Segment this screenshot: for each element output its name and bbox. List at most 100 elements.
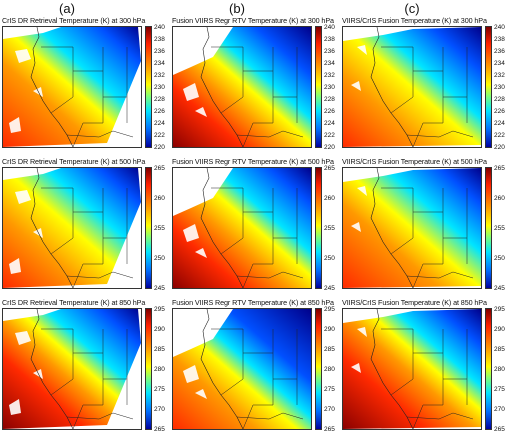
- map-panel-a2: CrIS DR Retrieval Temperature (K) at 500…: [2, 157, 167, 295]
- colorbar: [145, 26, 152, 148]
- colorbar-tick-label: 220: [324, 143, 335, 151]
- colorbar-tick-label: 275: [494, 385, 505, 393]
- colorbar-tick-label: 280: [494, 365, 505, 373]
- colorbar-tick-label: 232: [494, 71, 505, 79]
- colorbar-tick-label: 238: [494, 35, 505, 43]
- column-label-1: (a): [59, 1, 75, 16]
- temperature-map: [342, 308, 482, 430]
- colorbar-tick-label: 240: [324, 23, 335, 31]
- colorbar-tick-label: 236: [324, 47, 335, 55]
- colorbar-tick-label: 265: [324, 164, 335, 172]
- colorbar-tick-label: 250: [154, 254, 165, 262]
- temperature-map: [172, 308, 312, 430]
- temperature-map: [172, 26, 312, 148]
- colorbar-tick-label: 290: [494, 325, 505, 333]
- column-label-3: (c): [404, 1, 420, 16]
- colorbar-tick-label: 265: [324, 425, 335, 433]
- colorbar-tick-label: 238: [324, 35, 335, 43]
- colorbar-tick-label: 220: [494, 143, 505, 151]
- panel-title: Fusion VIIRS Regr RTV Temperature (K) at…: [172, 157, 334, 166]
- colorbar: [145, 308, 152, 430]
- colorbar-tick-label: 234: [154, 59, 165, 67]
- colorbar-tick-label: 270: [154, 405, 165, 413]
- colorbar-tick-label: 224: [324, 119, 335, 127]
- panel-title: CrIS DR Retrieval Temperature (K) at 500…: [2, 157, 146, 166]
- colorbar-tick-label: 250: [324, 254, 335, 262]
- colorbar-tick-label: 290: [154, 325, 165, 333]
- colorbar-tick-label: 226: [154, 107, 165, 115]
- colorbar-tick-label: 285: [324, 345, 335, 353]
- colorbar-tick-label: 236: [494, 47, 505, 55]
- colorbar-tick-label: 226: [494, 107, 505, 115]
- colorbar-tick-label: 260: [154, 194, 165, 202]
- colorbar-tick-label: 255: [154, 224, 165, 232]
- colorbar-tick-label: 228: [494, 95, 505, 103]
- colorbar-tick-label: 275: [324, 385, 335, 393]
- colorbar-tick-label: 222: [494, 131, 505, 139]
- colorbar-tick-label: 280: [154, 365, 165, 373]
- map-panel-a3: CrIS DR Retrieval Temperature (K) at 850…: [2, 298, 167, 436]
- colorbar-tick-label: 226: [324, 107, 335, 115]
- temperature-map: [172, 167, 312, 289]
- colorbar-tick-label: 245: [154, 284, 165, 292]
- colorbar-tick-label: 265: [494, 164, 505, 172]
- temperature-map: [342, 26, 482, 148]
- colorbar-tick-label: 224: [154, 119, 165, 127]
- temperature-map: [2, 26, 142, 148]
- colorbar-tick-label: 240: [154, 23, 165, 31]
- column-label-2: (b): [229, 1, 245, 16]
- colorbar-tick-label: 234: [324, 59, 335, 67]
- colorbar: [485, 167, 492, 289]
- panel-title: Fusion VIIRS Regr RTV Temperature (K) at…: [172, 298, 334, 307]
- colorbar: [315, 26, 322, 148]
- map-panel-c1: VIIRS/CrIS Fusion Temperature (K) at 300…: [342, 16, 507, 154]
- colorbar-tick-label: 285: [154, 345, 165, 353]
- colorbar-tick-label: 238: [154, 35, 165, 43]
- colorbar-tick-label: 220: [154, 143, 165, 151]
- colorbar-tick-label: 280: [324, 365, 335, 373]
- colorbar: [485, 308, 492, 430]
- colorbar-tick-label: 230: [494, 83, 505, 91]
- panel-title: CrIS DR Retrieval Temperature (K) at 300…: [2, 16, 146, 25]
- colorbar-tick-label: 224: [494, 119, 505, 127]
- panel-title: VIIRS/CrIS Fusion Temperature (K) at 500…: [342, 157, 487, 166]
- colorbar-tick-label: 245: [494, 284, 505, 292]
- colorbar-tick-label: 275: [154, 385, 165, 393]
- colorbar-tick-label: 295: [324, 305, 335, 313]
- colorbar-tick-label: 232: [324, 71, 335, 79]
- colorbar: [145, 167, 152, 289]
- colorbar-tick-label: 232: [154, 71, 165, 79]
- colorbar-tick-label: 265: [494, 425, 505, 433]
- panel-title: CrIS DR Retrieval Temperature (K) at 850…: [2, 298, 146, 307]
- colorbar: [485, 26, 492, 148]
- colorbar-tick-label: 265: [154, 164, 165, 172]
- colorbar: [315, 167, 322, 289]
- colorbar-tick-label: 228: [324, 95, 335, 103]
- colorbar-tick-label: 255: [324, 224, 335, 232]
- panel-title: VIIRS/CrIS Fusion Temperature (K) at 300…: [342, 16, 487, 25]
- map-panel-b2: Fusion VIIRS Regr RTV Temperature (K) at…: [172, 157, 337, 295]
- colorbar-tick-label: 260: [494, 194, 505, 202]
- colorbar-tick-label: 270: [324, 405, 335, 413]
- colorbar-tick-label: 245: [324, 284, 335, 292]
- colorbar-tick-label: 265: [154, 425, 165, 433]
- colorbar-tick-label: 228: [154, 95, 165, 103]
- colorbar-tick-label: 290: [324, 325, 335, 333]
- colorbar-tick-label: 236: [154, 47, 165, 55]
- colorbar-tick-label: 222: [324, 131, 335, 139]
- map-panel-c2: VIIRS/CrIS Fusion Temperature (K) at 500…: [342, 157, 507, 295]
- colorbar-tick-label: 260: [324, 194, 335, 202]
- colorbar-tick-label: 240: [494, 23, 505, 31]
- temperature-map: [2, 167, 142, 289]
- colorbar-tick-label: 222: [154, 131, 165, 139]
- colorbar-tick-label: 250: [494, 254, 505, 262]
- temperature-map: [2, 308, 142, 430]
- colorbar-tick-label: 230: [324, 83, 335, 91]
- colorbar-tick-label: 270: [494, 405, 505, 413]
- panel-title: VIIRS/CrIS Fusion Temperature (K) at 850…: [342, 298, 487, 307]
- colorbar-tick-label: 255: [494, 224, 505, 232]
- temperature-map: [342, 167, 482, 289]
- map-panel-c3: VIIRS/CrIS Fusion Temperature (K) at 850…: [342, 298, 507, 436]
- colorbar-tick-label: 230: [154, 83, 165, 91]
- colorbar-tick-label: 285: [494, 345, 505, 353]
